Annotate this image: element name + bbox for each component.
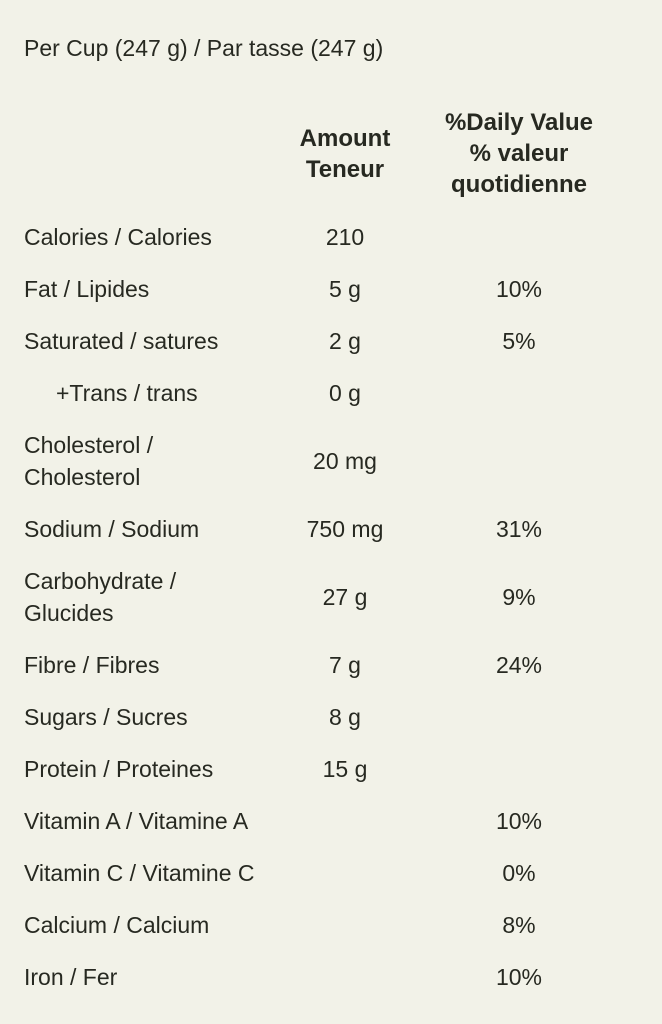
nutrition-table-body: Calories / Calories 210 Fat / Lipides 5 …: [24, 211, 638, 1003]
row-amount: 8 g: [329, 704, 361, 730]
row-label: Fat / Lipides: [24, 276, 150, 302]
row-amount: 0 g: [329, 380, 361, 406]
row-amount: 2 g: [329, 328, 361, 354]
row-dv: 10%: [495, 964, 543, 990]
table-row: Sodium / Sodium 750 mg 31%: [24, 503, 638, 555]
table-row: Protein / Proteines 15 g: [24, 743, 638, 795]
row-dv: 0%: [502, 860, 536, 886]
row-dv: 5%: [502, 328, 536, 354]
row-dv: 9%: [502, 584, 536, 610]
row-dv: 10%: [495, 276, 543, 302]
row-amount: 210: [325, 224, 365, 250]
serving-size-title: Per Cup (247 g) / Par tasse (247 g): [24, 35, 384, 61]
row-label: Calcium / Calcium: [24, 912, 210, 938]
row-amount: 5 g: [329, 276, 361, 302]
table-row: Calcium / Calcium 8%: [24, 899, 638, 951]
table-row: Iron / Fer 10%: [24, 951, 638, 1003]
row-dv: 24%: [495, 652, 543, 678]
row-label: Sodium / Sodium: [24, 516, 200, 542]
row-label: Protein / Proteines: [24, 756, 214, 782]
row-label: Cholesterol / Cholesterol: [24, 432, 154, 490]
nutrition-table-header: Amount Teneur %Daily Value % valeur quot…: [24, 107, 638, 200]
row-amount: 15 g: [322, 756, 368, 782]
table-row: Vitamin A / Vitamine A 10%: [24, 795, 638, 847]
header-daily-value: %Daily Value % valeur quotidienne: [444, 109, 594, 198]
row-label: Fibre / Fibres: [24, 652, 160, 678]
row-label: Carbohydrate / Glucides: [24, 568, 177, 626]
table-row: Fibre / Fibres 7 g 24%: [24, 639, 638, 691]
row-amount: 750 mg: [306, 516, 384, 542]
row-amount: 27 g: [322, 584, 368, 610]
row-label: Vitamin A / Vitamine A: [24, 808, 249, 834]
table-row: Calories / Calories 210: [24, 211, 638, 263]
table-row: Saturated / satures 2 g 5%: [24, 315, 638, 367]
header-amount: Amount Teneur: [299, 124, 391, 183]
nutrition-table: Amount Teneur %Daily Value % valeur quot…: [24, 107, 638, 1003]
row-dv: 31%: [495, 516, 543, 542]
row-label: Iron / Fer: [24, 964, 118, 990]
row-label: Sugars / Sucres: [24, 704, 188, 730]
row-label: Calories / Calories: [24, 224, 212, 250]
table-row: Cholesterol / Cholesterol 20 mg: [24, 419, 638, 503]
row-dv: 8%: [502, 912, 536, 938]
row-amount: 7 g: [329, 652, 361, 678]
table-row: +Trans / trans 0 g: [24, 367, 638, 419]
table-row: Sugars / Sucres 8 g: [24, 691, 638, 743]
row-label: +Trans / trans: [56, 380, 198, 406]
row-amount: 20 mg: [313, 448, 377, 474]
table-row: Fat / Lipides 5 g 10%: [24, 263, 638, 315]
table-row: Carbohydrate / Glucides 27 g 9%: [24, 555, 638, 639]
row-label: Saturated / satures: [24, 328, 219, 354]
table-row: Vitamin C / Vitamine C 0%: [24, 847, 638, 899]
row-label: Vitamin C / Vitamine C: [24, 860, 255, 886]
row-dv: 10%: [495, 808, 543, 834]
